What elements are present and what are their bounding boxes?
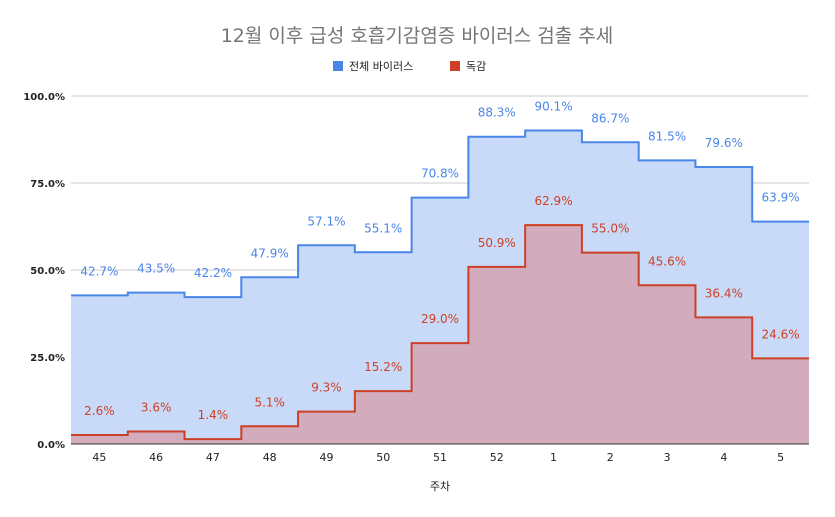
x-tick-label: 46 bbox=[149, 451, 163, 464]
x-tick-label: 45 bbox=[92, 451, 106, 464]
data-label: 62.9% bbox=[534, 194, 572, 208]
data-label: 24.6% bbox=[762, 327, 800, 341]
data-label: 86.7% bbox=[591, 111, 629, 125]
series-line-1 bbox=[71, 224, 809, 441]
data-label: 9.3% bbox=[311, 381, 342, 395]
data-label: 81.5% bbox=[648, 129, 686, 143]
x-tick-label: 48 bbox=[263, 451, 277, 464]
x-tick-label: 47 bbox=[206, 451, 220, 464]
y-tick-label: 100.0% bbox=[23, 92, 65, 103]
y-tick-label: 0.0% bbox=[37, 440, 65, 451]
data-label: 50.9% bbox=[478, 236, 516, 250]
data-label: 15.2% bbox=[364, 360, 402, 374]
data-label: 57.1% bbox=[307, 214, 345, 228]
data-label: 79.6% bbox=[705, 136, 743, 150]
legend: 전체 바이러스 독감 bbox=[333, 60, 486, 73]
x-tick-label: 5 bbox=[777, 451, 784, 464]
x-tick-label: 4 bbox=[720, 451, 727, 464]
data-label: 5.1% bbox=[254, 395, 285, 409]
data-label: 70.8% bbox=[421, 167, 459, 181]
chart-title: 12월 이후 급성 호흡기감염증 바이러스 검출 추세 bbox=[221, 25, 614, 47]
x-tick-label: 50 bbox=[376, 451, 390, 464]
data-label: 88.3% bbox=[478, 106, 516, 120]
data-label: 90.1% bbox=[534, 99, 572, 113]
data-label: 3.6% bbox=[141, 400, 172, 414]
legend-swatch-total bbox=[333, 61, 343, 71]
legend-label-flu: 독감 bbox=[466, 60, 486, 73]
data-label: 43.5% bbox=[137, 262, 175, 276]
plot-area: 0.0% 25.0% 50.0% 75.0% 100.0% 42.7% 43.5% 42.2%… bbox=[23, 92, 809, 464]
y-tick-label: 75.0% bbox=[30, 179, 65, 190]
x-tick-label: 3 bbox=[664, 451, 671, 464]
data-label: 42.2% bbox=[194, 266, 232, 280]
data-label: 45.6% bbox=[648, 254, 686, 268]
legend-swatch-flu bbox=[450, 61, 460, 71]
data-label: 63.9% bbox=[762, 191, 800, 205]
x-tick-label: 49 bbox=[319, 451, 333, 464]
y-tick-label: 50.0% bbox=[30, 266, 65, 277]
x-tick-label: 1 bbox=[550, 451, 557, 464]
data-label: 47.9% bbox=[251, 246, 289, 260]
legend-label-total: 전체 바이러스 bbox=[349, 60, 413, 73]
x-tick-label: 2 bbox=[607, 451, 614, 464]
data-label: 42.7% bbox=[80, 264, 118, 278]
data-label: 36.4% bbox=[705, 286, 743, 300]
y-tick-label: 25.0% bbox=[30, 353, 65, 364]
data-label: 55.1% bbox=[364, 221, 402, 235]
data-label: 2.6% bbox=[84, 404, 115, 418]
series-area-1 bbox=[71, 225, 809, 444]
x-axis-title: 주차 bbox=[430, 480, 450, 493]
series-line-0 bbox=[71, 129, 809, 299]
x-tick-label: 51 bbox=[433, 451, 447, 464]
data-label: 29.0% bbox=[421, 312, 459, 326]
data-label: 55.0% bbox=[591, 222, 629, 236]
data-label: 1.4% bbox=[198, 408, 229, 422]
x-tick-label: 52 bbox=[490, 451, 504, 464]
